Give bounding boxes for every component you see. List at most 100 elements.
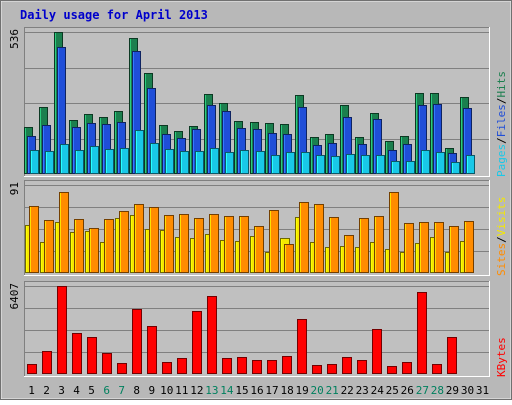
x-tick-label-day-26: 26 xyxy=(401,384,414,397)
bar-pages-day-15 xyxy=(240,150,249,174)
bar-sites-day-29 xyxy=(449,226,459,273)
x-tick-label-day-18: 18 xyxy=(280,384,293,397)
bars-visits-sites xyxy=(25,192,474,273)
bar-kbytes-day-26 xyxy=(402,362,412,374)
x-tick-label-day-2: 2 xyxy=(43,384,50,397)
bar-sites-day-8 xyxy=(134,204,144,273)
chart-title: Daily usage for April 2013 xyxy=(20,8,208,22)
bars-hits-files-pages xyxy=(24,32,475,174)
series-label-separator: / xyxy=(495,236,508,243)
bar-pages-day-27 xyxy=(421,150,430,174)
bar-pages-day-8 xyxy=(135,130,144,174)
x-tick-label-day-6: 6 xyxy=(103,384,110,397)
bar-pages-day-17 xyxy=(271,155,280,174)
x-tick-label-day-13: 13 xyxy=(205,384,218,397)
x-tick-label-day-27: 27 xyxy=(416,384,429,397)
x-tick-label-day-12: 12 xyxy=(190,384,203,397)
bar-sites-day-19 xyxy=(299,202,309,273)
y-max-label: 91 xyxy=(8,182,21,195)
bar-pages-day-26 xyxy=(406,161,415,174)
bar-sites-day-15 xyxy=(239,216,249,273)
bar-kbytes-day-19 xyxy=(297,319,307,374)
bar-pages-day-16 xyxy=(256,151,265,174)
bar-pages-day-11 xyxy=(180,151,189,174)
bar-kbytes-day-3 xyxy=(57,286,67,374)
x-tick-label-day-8: 8 xyxy=(133,384,140,397)
bar-sites-day-26 xyxy=(404,223,414,273)
y-max-label: 536 xyxy=(8,29,21,49)
bar-kbytes-day-1 xyxy=(27,364,37,374)
panel-visits-sites: 91 Sites/Visits xyxy=(8,180,508,276)
bar-kbytes-day-6 xyxy=(102,353,112,374)
series-label-separator: / xyxy=(495,137,508,144)
x-tick-label-day-19: 19 xyxy=(295,384,308,397)
bar-sites-day-24 xyxy=(374,216,384,273)
bar-pages-day-19 xyxy=(301,152,310,174)
bar-kbytes-day-17 xyxy=(267,360,277,374)
bar-sites-day-23 xyxy=(359,218,369,273)
chart-panels: 536Pages/Files/Hits91Sites/Visits6407KBy… xyxy=(8,27,508,377)
bar-kbytes-day-10 xyxy=(162,362,172,374)
bar-pages-day-21 xyxy=(331,156,340,174)
x-tick-label-day-11: 11 xyxy=(175,384,188,397)
x-tick-label-day-10: 10 xyxy=(160,384,173,397)
bar-sites-day-25 xyxy=(389,192,399,273)
x-tick-label-day-3: 3 xyxy=(58,384,65,397)
bar-pages-day-28 xyxy=(436,152,445,174)
bar-sites-day-12 xyxy=(194,218,204,273)
x-tick-label-day-17: 17 xyxy=(265,384,278,397)
series-label-kbytes: KBytes xyxy=(495,337,508,377)
x-tick-label-day-31: 31 xyxy=(476,384,489,397)
x-tick-label-day-29: 29 xyxy=(446,384,459,397)
x-tick-label-day-5: 5 xyxy=(88,384,95,397)
bar-sites-day-11 xyxy=(179,214,189,273)
bar-pages-day-9 xyxy=(150,143,159,174)
bar-kbytes-day-27 xyxy=(417,292,427,374)
series-label-separator: / xyxy=(495,98,508,105)
bar-pages-day-22 xyxy=(346,154,355,174)
x-tick-label-day-20: 20 xyxy=(310,384,323,397)
series-label-hits: Hits xyxy=(495,71,508,98)
bar-kbytes-day-2 xyxy=(42,351,52,374)
bar-sites-day-2 xyxy=(44,220,54,273)
bar-pages-day-25 xyxy=(391,161,400,174)
series-label-visits-sites: Sites/Visits xyxy=(495,197,508,277)
bar-sites-day-21 xyxy=(329,217,339,273)
x-tick-label-day-28: 28 xyxy=(431,384,444,397)
x-tick-label-day-21: 21 xyxy=(326,384,339,397)
bar-pages-day-7 xyxy=(120,148,129,174)
bar-pages-day-23 xyxy=(361,155,370,174)
bar-pages-day-18 xyxy=(286,152,295,174)
series-label-pages: Pages xyxy=(495,144,508,177)
bar-pages-day-13 xyxy=(210,148,219,174)
bar-sites-day-13 xyxy=(209,214,219,273)
bar-sites-day-3 xyxy=(59,192,69,273)
series-label-visits: Visits xyxy=(495,197,508,237)
bar-pages-day-14 xyxy=(225,152,234,174)
bar-sites-day-1 xyxy=(29,206,39,273)
bar-kbytes-day-5 xyxy=(87,337,97,374)
bar-kbytes-day-7 xyxy=(117,363,127,374)
x-tick-label-day-24: 24 xyxy=(371,384,385,397)
bar-sites-day-4 xyxy=(74,219,84,273)
bar-sites-day-17 xyxy=(269,210,279,273)
x-tick-label-day-23: 23 xyxy=(356,384,369,397)
bar-pages-day-10 xyxy=(165,149,174,174)
bar-kbytes-day-14 xyxy=(222,358,232,374)
bar-sites-day-22 xyxy=(344,235,354,273)
x-tick-label-day-16: 16 xyxy=(250,384,263,397)
bar-kbytes-day-15 xyxy=(237,357,247,374)
bar-kbytes-day-13 xyxy=(207,296,217,374)
bar-sites-day-30 xyxy=(464,221,474,273)
bar-pages-day-5 xyxy=(90,146,99,174)
bar-kbytes-day-4 xyxy=(72,333,82,374)
bar-pages-day-24 xyxy=(376,155,385,174)
x-tick-label-day-7: 7 xyxy=(118,384,125,397)
bars-kbytes xyxy=(27,286,457,374)
x-tick-label-day-1: 1 xyxy=(28,384,35,397)
x-tick-label-day-22: 22 xyxy=(341,384,354,397)
bar-kbytes-day-18 xyxy=(282,356,292,374)
bar-sites-day-20 xyxy=(314,204,324,273)
bar-pages-day-1 xyxy=(30,150,39,174)
